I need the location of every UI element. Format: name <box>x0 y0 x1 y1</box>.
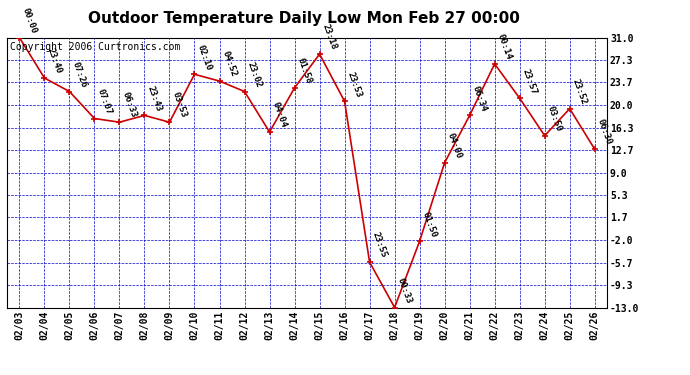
Text: 23:43: 23:43 <box>146 84 164 112</box>
Text: 23:52: 23:52 <box>571 78 589 106</box>
Text: 23:40: 23:40 <box>46 47 63 75</box>
Text: 03:53: 03:53 <box>171 91 188 119</box>
Text: 02:10: 02:10 <box>196 43 213 72</box>
Text: 23:57: 23:57 <box>521 67 539 96</box>
Text: 07:07: 07:07 <box>96 87 113 116</box>
Text: 23:55: 23:55 <box>371 231 388 260</box>
Text: 04:04: 04:04 <box>271 101 288 129</box>
Text: 23:53: 23:53 <box>346 70 364 99</box>
Text: 23:18: 23:18 <box>321 23 339 51</box>
Text: 23:02: 23:02 <box>246 60 264 89</box>
Text: Outdoor Temperature Daily Low Mon Feb 27 00:00: Outdoor Temperature Daily Low Mon Feb 27… <box>88 11 520 26</box>
Text: Copyright 2006 Curtronics.com: Copyright 2006 Curtronics.com <box>10 42 180 51</box>
Text: 06:30: 06:30 <box>596 118 613 146</box>
Text: 01:58: 01:58 <box>296 57 313 85</box>
Text: 06:34: 06:34 <box>471 84 489 112</box>
Text: 04:52: 04:52 <box>221 50 239 78</box>
Text: 07:26: 07:26 <box>71 60 88 89</box>
Text: 06:33: 06:33 <box>121 91 139 119</box>
Text: 00:33: 00:33 <box>396 276 413 305</box>
Text: 04:00: 04:00 <box>446 132 464 160</box>
Text: 01:50: 01:50 <box>421 210 439 238</box>
Text: 03:50: 03:50 <box>546 105 564 133</box>
Text: 00:00: 00:00 <box>21 6 39 35</box>
Text: 00:14: 00:14 <box>496 33 513 61</box>
